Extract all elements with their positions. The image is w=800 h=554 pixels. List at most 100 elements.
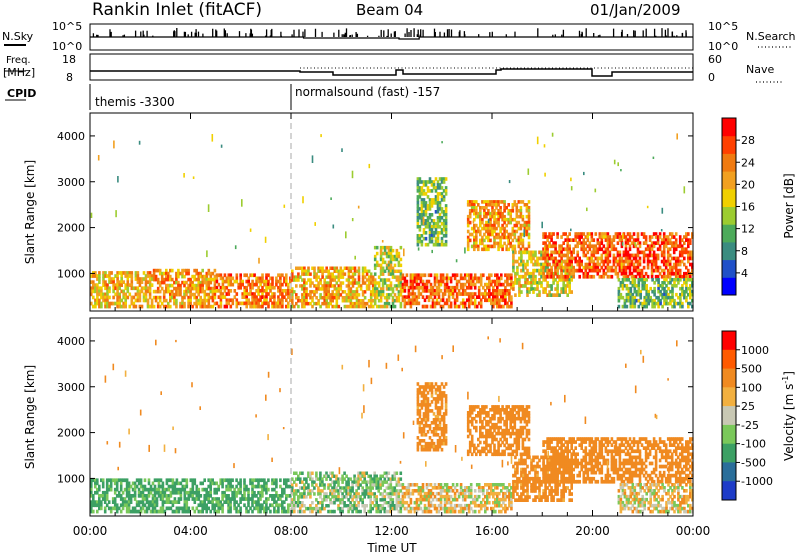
data-cell bbox=[369, 483, 372, 487]
data-cell bbox=[140, 277, 144, 281]
data-cell bbox=[277, 295, 280, 299]
data-cell bbox=[639, 289, 642, 294]
data-cell bbox=[536, 259, 539, 264]
data-cell bbox=[500, 483, 503, 487]
data-cell bbox=[504, 285, 507, 290]
data-cell bbox=[187, 286, 190, 291]
data-cell bbox=[255, 478, 258, 483]
data-cell bbox=[524, 284, 527, 288]
data-cell bbox=[160, 286, 164, 291]
data-cell bbox=[645, 289, 648, 294]
data-cell bbox=[231, 484, 234, 489]
freq-tick-top: 18 bbox=[62, 53, 76, 66]
data-cell bbox=[389, 501, 393, 505]
data-cell bbox=[98, 500, 101, 504]
data-cell bbox=[468, 203, 472, 207]
station-title: Rankin Inlet (fitACF) bbox=[92, 0, 262, 20]
data-cell bbox=[148, 295, 152, 300]
data-cell bbox=[436, 207, 440, 211]
data-cell bbox=[207, 286, 211, 291]
data-cell bbox=[377, 304, 381, 309]
data-cell bbox=[598, 256, 602, 261]
data-cell bbox=[544, 241, 547, 245]
data-cell bbox=[251, 487, 254, 492]
data-cell bbox=[359, 287, 363, 291]
data-cell bbox=[149, 487, 153, 492]
data-cell bbox=[245, 279, 248, 284]
data-cell bbox=[124, 286, 127, 291]
data-cell bbox=[662, 232, 666, 236]
data-cell bbox=[491, 203, 494, 207]
data-cell bbox=[662, 250, 666, 255]
data-cell bbox=[672, 247, 676, 252]
data-cell bbox=[421, 489, 425, 493]
data-cell bbox=[158, 304, 162, 309]
data-cell bbox=[137, 494, 141, 498]
data-cell bbox=[490, 298, 493, 303]
data-cell bbox=[193, 509, 197, 514]
data-cell bbox=[667, 295, 670, 300]
data-cell bbox=[401, 282, 405, 287]
data-cell bbox=[495, 226, 498, 231]
data-cell bbox=[127, 509, 131, 514]
data-cell bbox=[141, 500, 145, 504]
data-cell bbox=[614, 271, 618, 276]
data-cell bbox=[373, 498, 376, 502]
data-cell bbox=[281, 295, 284, 299]
freq-panel: Freq. [MHz] 18 8 60 0 Nave bbox=[3, 53, 782, 84]
data-cell bbox=[602, 232, 606, 236]
data-cell bbox=[627, 295, 631, 300]
data-cell bbox=[517, 214, 521, 219]
data-cell bbox=[487, 229, 490, 234]
data-cell bbox=[627, 298, 631, 303]
data-cell bbox=[215, 503, 218, 508]
data-cell bbox=[646, 256, 650, 261]
data-cell bbox=[457, 509, 461, 514]
data-cell bbox=[299, 477, 302, 481]
data-cell bbox=[147, 481, 151, 486]
data-cell bbox=[154, 268, 158, 273]
data-cell bbox=[568, 290, 571, 294]
data-cell bbox=[503, 214, 506, 219]
data-cell bbox=[205, 292, 209, 297]
data-cell bbox=[505, 229, 508, 234]
data-cell bbox=[418, 216, 422, 220]
data-cell bbox=[560, 250, 563, 255]
data-cell bbox=[379, 474, 382, 478]
data-cell bbox=[621, 286, 625, 291]
data-cell bbox=[681, 304, 684, 309]
data-cell bbox=[249, 282, 252, 287]
data-cell bbox=[225, 500, 228, 504]
data-cell bbox=[582, 244, 586, 249]
data-cell bbox=[566, 238, 569, 242]
data-cell bbox=[645, 284, 648, 288]
data-cell bbox=[291, 504, 294, 508]
data-cell bbox=[542, 241, 545, 245]
data-cell bbox=[628, 271, 632, 276]
data-cell bbox=[96, 277, 99, 281]
data-cell bbox=[416, 201, 420, 205]
data-cell bbox=[339, 284, 343, 288]
data-cell bbox=[403, 304, 407, 309]
data-cell bbox=[493, 220, 496, 225]
data-cell bbox=[295, 501, 298, 505]
data-cell bbox=[269, 509, 272, 514]
data-cell bbox=[327, 296, 330, 300]
data-cell bbox=[435, 497, 439, 502]
data-cell bbox=[524, 274, 527, 279]
data-cell bbox=[556, 281, 559, 285]
data-cell bbox=[229, 273, 233, 278]
data-cell bbox=[443, 494, 447, 499]
data-cell bbox=[279, 497, 282, 501]
data-cell bbox=[625, 304, 629, 309]
data-cell bbox=[349, 495, 352, 499]
data-cell bbox=[548, 244, 551, 249]
data-cell bbox=[243, 295, 246, 299]
data-cell bbox=[622, 235, 626, 239]
data-cell bbox=[403, 248, 405, 257]
data-cell bbox=[273, 506, 276, 511]
data-cell bbox=[345, 284, 349, 288]
data-cell bbox=[249, 273, 252, 278]
data-cell bbox=[617, 278, 621, 282]
data-cell bbox=[645, 295, 648, 300]
